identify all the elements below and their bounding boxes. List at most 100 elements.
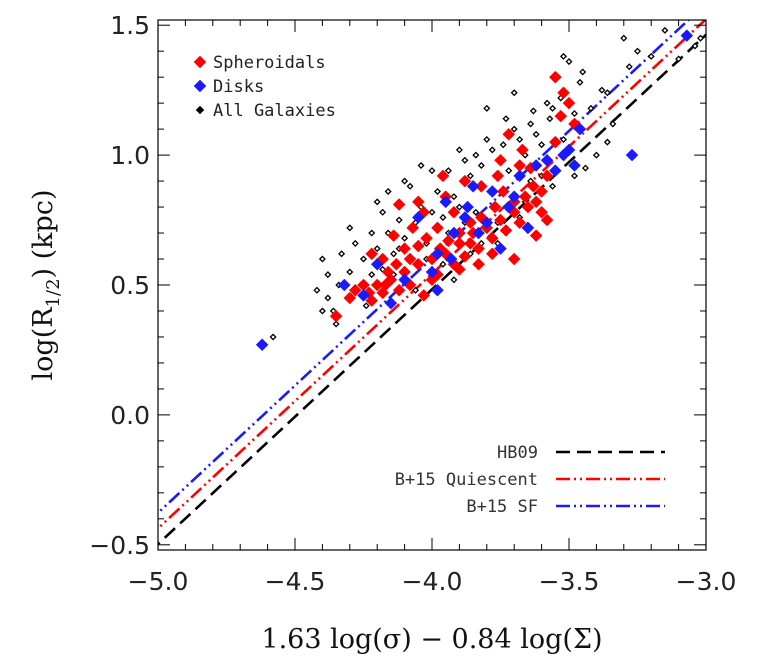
data-point (329, 309, 343, 323)
data-point (557, 86, 570, 100)
x-tick-label: −3.5 (539, 567, 600, 596)
data-point (546, 115, 554, 123)
data-point (647, 52, 655, 60)
data-point (691, 42, 699, 50)
data-point (625, 63, 633, 71)
data-point (368, 271, 376, 279)
data-point (516, 143, 529, 157)
data-point (576, 78, 584, 86)
data-point (548, 70, 562, 84)
data-point (269, 333, 277, 341)
data-point (570, 110, 578, 118)
data-point (447, 226, 461, 240)
data-point (455, 203, 463, 211)
data-point (507, 252, 521, 266)
y-tick-label: 1.5 (110, 11, 150, 40)
data-point (532, 130, 540, 138)
data-point (516, 135, 524, 144)
x-tick-label: −3.0 (676, 567, 737, 596)
line-legend: HB09 B+15 Quiescent B+15 SF (395, 443, 665, 517)
y-axis-title-subscript: 1/2 (43, 278, 64, 307)
data-point (453, 237, 466, 250)
data-point (540, 153, 554, 167)
data-point (529, 107, 537, 115)
data-point (398, 273, 411, 287)
data-point (472, 208, 480, 216)
data-point (680, 29, 694, 42)
data-point (633, 47, 642, 55)
data-point (472, 257, 485, 271)
data-point (455, 146, 463, 154)
data-point (598, 86, 606, 94)
data-point (485, 231, 499, 245)
data-point (464, 237, 477, 250)
data-point (472, 151, 480, 159)
data-point (384, 187, 392, 195)
data-point (488, 200, 502, 214)
data-point (491, 169, 505, 183)
data-point (395, 216, 403, 224)
data-point (458, 211, 472, 224)
data-point (368, 229, 376, 237)
data-point (444, 167, 452, 175)
data-point (444, 252, 458, 266)
data-point (620, 34, 628, 42)
data-point (483, 135, 491, 144)
data-point (518, 190, 532, 204)
x-tick-label: −4.0 (402, 567, 463, 596)
data-point (403, 252, 417, 266)
data-point (494, 153, 507, 167)
data-point (472, 242, 485, 255)
data-point (573, 122, 587, 136)
legend-marker (195, 105, 205, 115)
legend-marker (193, 79, 207, 93)
data-point (450, 193, 458, 201)
data-point (507, 190, 521, 204)
data-point (543, 99, 551, 107)
data-point (359, 255, 368, 263)
legend-label: Disks (213, 77, 264, 97)
data-point (365, 294, 379, 307)
data-point (453, 263, 466, 276)
data-point (485, 185, 499, 198)
data-point (554, 109, 568, 123)
data-point (390, 257, 403, 271)
data-point (675, 55, 683, 63)
data-point (411, 239, 425, 253)
data-point (318, 307, 326, 315)
data-point (425, 273, 439, 287)
data-point (510, 89, 518, 97)
data-point (401, 177, 409, 185)
data-point (431, 221, 444, 235)
x-tick-label: −4.5 (265, 567, 326, 596)
y-axis-title-main: log(R (28, 307, 59, 381)
data-point (483, 104, 491, 112)
data-point (587, 104, 595, 112)
y-tick-label: 1.0 (110, 141, 150, 170)
data-point (255, 338, 269, 352)
data-point (529, 159, 543, 172)
data-point (428, 167, 436, 175)
y-axis-title: log(R1/2) (kpc) (28, 190, 64, 381)
data-point (337, 278, 351, 292)
data-point (436, 169, 450, 183)
data-point (480, 216, 494, 230)
data-point (458, 174, 472, 188)
data-point (351, 239, 359, 247)
data-point (505, 167, 513, 175)
data-point (562, 96, 576, 110)
data-point (381, 265, 395, 279)
data-point (548, 135, 562, 149)
data-point (425, 265, 439, 279)
legend-label: Spheroidals (213, 53, 326, 73)
data-point (499, 141, 507, 149)
data-point (428, 208, 436, 216)
data-point (548, 164, 562, 178)
data-point (461, 200, 474, 214)
data-point (510, 125, 518, 133)
data-point (406, 221, 420, 235)
line-legend-label: B+15 SF (466, 497, 538, 517)
data-point (540, 169, 554, 183)
data-point (357, 289, 370, 302)
